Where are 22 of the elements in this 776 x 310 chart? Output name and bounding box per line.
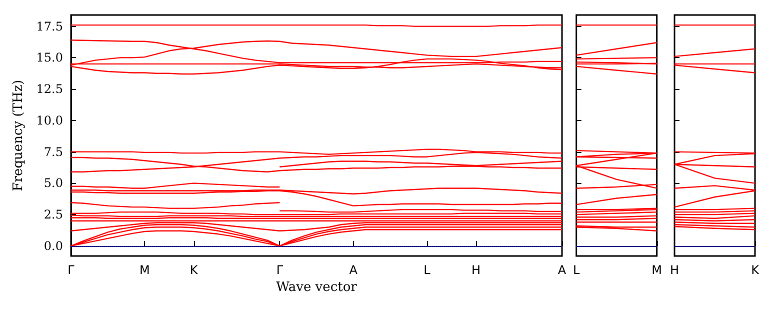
x-tick-label: L	[573, 263, 580, 277]
y-tick-label: 17.5	[36, 19, 63, 34]
x-tick-label: M	[652, 263, 662, 277]
y-tick-label: 15.0	[36, 50, 63, 65]
x-tick-label: Γ	[276, 263, 284, 277]
x-tick-label: A	[349, 263, 358, 277]
x-tick-label: K	[751, 263, 760, 277]
y-tick-label: 7.5	[44, 144, 63, 159]
x-tick-label: H	[670, 263, 680, 277]
x-tick-label: A	[558, 263, 567, 277]
x-tick-label: K	[190, 263, 199, 277]
y-tick-label: 0.0	[44, 238, 63, 253]
x-tick-label: H	[472, 263, 481, 277]
y-tick-label: 12.5	[36, 82, 63, 96]
x-tick-label: M	[139, 263, 150, 277]
x-axis-title: Wave vector	[276, 280, 358, 295]
x-tick-label: L	[424, 263, 431, 277]
y-tick-label: 5.0	[44, 176, 63, 190]
y-tick-label: 10.0	[36, 113, 63, 128]
y-axis-title: Frequency (THz)	[11, 80, 26, 192]
y-tick-label: 2.5	[44, 208, 63, 222]
x-tick-label: Γ	[68, 263, 75, 277]
